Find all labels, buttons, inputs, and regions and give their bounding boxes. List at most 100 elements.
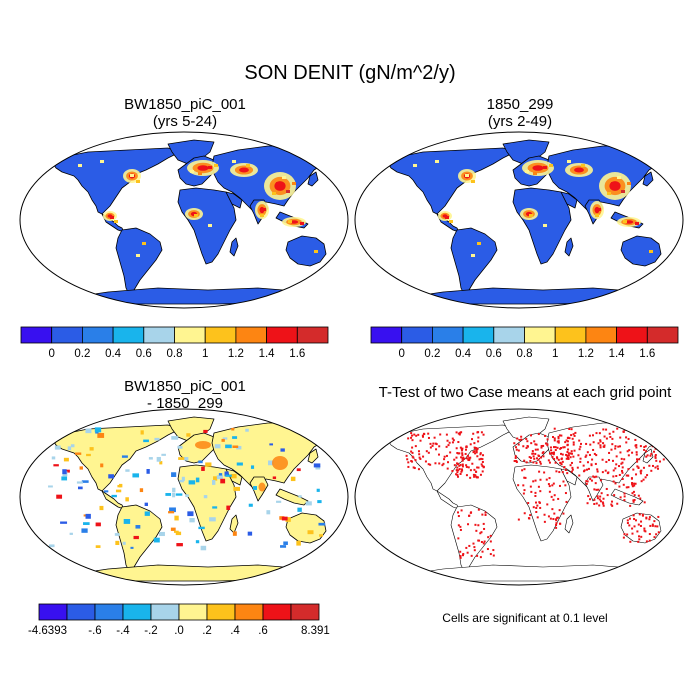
sig-cell: [479, 556, 482, 559]
sig-cell: [603, 445, 606, 448]
sig-cell: [596, 468, 599, 471]
sig-cell: [475, 450, 478, 453]
sig-cell: [637, 540, 640, 543]
sig-cell: [591, 458, 594, 461]
sig-cell: [641, 513, 644, 516]
sig-cell: [602, 502, 605, 505]
sig-cell: [560, 446, 563, 449]
sig-cell: [433, 436, 436, 439]
diff-cell: [133, 535, 139, 540]
sig-cell: [649, 428, 652, 431]
sig-cell: [418, 453, 421, 456]
sig-cell: [535, 462, 538, 465]
diff-cell: [213, 476, 218, 481]
sig-cell: [565, 439, 568, 442]
diff-cell: [266, 510, 271, 515]
colorbar-swatch: [554, 326, 587, 344]
sig-cell: [473, 468, 476, 471]
sig-cell: [639, 426, 642, 429]
field-cell: [190, 170, 194, 173]
sig-cell: [543, 520, 546, 523]
sig-cell: [476, 554, 479, 557]
sig-cell: [655, 459, 658, 462]
sig-cell: [656, 438, 659, 441]
sig-cell: [628, 517, 631, 520]
sig-cell: [535, 443, 538, 446]
diff-cell: [280, 545, 287, 548]
sig-cell: [456, 471, 459, 474]
sig-cell: [611, 504, 614, 507]
sig-cell: [554, 449, 557, 452]
field-cell: [314, 250, 318, 253]
sig-cell: [556, 446, 559, 449]
sig-cell: [585, 480, 588, 483]
colorbar-swatch: [370, 326, 403, 344]
sig-cell: [580, 442, 583, 445]
diff-cell: [83, 522, 90, 525]
diff-cell: [283, 541, 288, 545]
field-cell: [533, 172, 537, 175]
sig-cell: [625, 441, 628, 444]
field-cell: [136, 254, 140, 257]
sig-cell: [537, 458, 540, 461]
land-madagascar: [564, 514, 574, 534]
sig-cell: [476, 476, 479, 479]
diff-cell: [319, 534, 323, 537]
sig-cell: [481, 461, 484, 464]
sig-cell: [552, 436, 555, 439]
sig-cell: [551, 484, 554, 487]
sig-cell: [555, 524, 558, 527]
sig-cell: [560, 463, 563, 466]
sig-cell: [633, 484, 636, 487]
sig-cell: [437, 453, 440, 456]
sig-cell: [475, 448, 478, 451]
sig-cell: [545, 478, 548, 481]
sig-cell: [579, 445, 582, 448]
sig-cell: [650, 434, 653, 437]
diff-cell: [212, 506, 218, 509]
sig-cell: [632, 500, 635, 503]
sig-cell: [621, 471, 624, 474]
sig-cell: [626, 522, 629, 525]
field-cell: [595, 214, 599, 217]
land-australia: [620, 235, 662, 267]
sig-cell: [602, 442, 605, 445]
sig-cell: [607, 471, 610, 474]
sig-cell: [407, 465, 410, 468]
diff-cell: [114, 533, 120, 536]
sig-cell: [567, 448, 570, 451]
sig-cell: [649, 425, 652, 428]
sig-cell: [483, 540, 486, 543]
sig-cell: [653, 450, 656, 453]
colorbar-control: 0 0.2 0.4 0.6 0.8 1 1.2 1.4 1.6: [370, 326, 679, 360]
diff-cell: [276, 500, 282, 503]
sig-cell: [457, 452, 460, 455]
sig-cell: [641, 432, 644, 435]
sig-cell: [479, 452, 482, 455]
sig-cell: [457, 515, 460, 518]
colorbar-swatch: [262, 603, 292, 621]
sig-cell: [626, 474, 629, 477]
colorbar-tick-label: 1.6: [639, 348, 655, 360]
sig-cell: [474, 523, 477, 526]
diff-cell: [247, 531, 253, 536]
diff-cell: [296, 468, 301, 472]
diff-cell: [159, 531, 165, 537]
sig-cell: [654, 525, 657, 528]
sig-cell: [567, 457, 570, 460]
sig-cell: [456, 451, 459, 454]
sig-cell: [478, 539, 481, 542]
colorbar-swatch: [206, 603, 236, 621]
sig-cell: [558, 434, 561, 437]
sig-cell: [542, 455, 545, 458]
sig-cell: [585, 454, 588, 457]
sig-cell: [620, 462, 623, 465]
diff-cell: [130, 546, 134, 549]
sig-cell: [458, 468, 461, 471]
sig-cell: [626, 519, 629, 522]
sig-cell: [648, 533, 651, 536]
colorbar-diff: -.6 -.4 -.2 .0 .2 .4 .6 -4.6393 8.391: [28, 603, 330, 637]
sig-cell: [481, 458, 484, 461]
sig-cell: [446, 467, 449, 470]
hotspot-europe-core: [532, 165, 544, 171]
